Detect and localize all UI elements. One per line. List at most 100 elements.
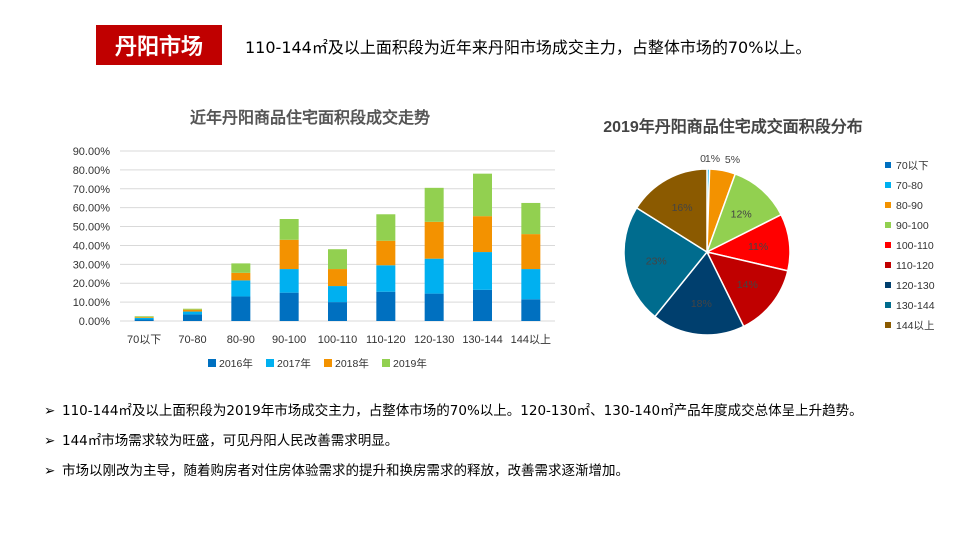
bar-segment <box>134 317 154 318</box>
bar-segment <box>521 202 541 235</box>
legend-swatch <box>382 359 390 367</box>
legend-label: 110-120 <box>896 260 934 272</box>
y-tick-label: 60.00% <box>73 203 111 215</box>
y-tick-label: 80.00% <box>73 165 111 177</box>
legend-swatch <box>266 359 274 367</box>
pie-slice <box>705 172 783 254</box>
bar-segment <box>376 214 396 241</box>
bar-segment <box>424 221 444 259</box>
y-tick-label: 70.00% <box>73 184 111 196</box>
legend-swatch <box>208 359 216 367</box>
headline: 110-144㎡及以上面积段为近年来丹阳市场成交主力，占整体市场的70%以上。 <box>245 38 812 57</box>
x-tick-label: 70以下 <box>127 334 161 346</box>
legend-label: 90-100 <box>896 220 929 232</box>
bullet-list: ➢ 110-144㎡及以上面积段为2019年市场成交主力，占整体市场的70%以上。… <box>44 400 924 490</box>
legend-swatch <box>885 222 891 228</box>
y-tick-label: 50.00% <box>73 222 111 234</box>
pie-data-label: 5% <box>725 154 740 166</box>
bar-segment <box>328 249 347 270</box>
legend-swatch <box>885 282 891 288</box>
section-badge: 丹阳市场 <box>96 25 222 65</box>
bar-segment <box>231 280 251 297</box>
legend-swatch <box>885 262 891 268</box>
bar-segment <box>328 302 347 321</box>
legend-label: 144以上 <box>896 320 935 332</box>
bar-segment <box>328 269 347 287</box>
x-tick-label: 70-80 <box>178 334 206 346</box>
y-tick-label: 20.00% <box>73 278 111 290</box>
bar-segment <box>424 187 444 222</box>
x-tick-label: 144以上 <box>511 333 551 346</box>
bar-segment <box>473 216 492 253</box>
legend-label: 2016年 <box>219 357 253 370</box>
bar-segment <box>279 239 299 270</box>
legend-label: 70-80 <box>896 180 923 192</box>
bar-segment <box>328 286 347 303</box>
legend-label: 2017年 <box>277 357 311 370</box>
bullet-item: ➢ 144㎡市场需求较为旺盛，可见丹阳人民改善需求明显。 <box>44 433 399 449</box>
bar-segment <box>231 296 251 321</box>
bar-segment <box>473 289 492 321</box>
bar-segment <box>279 219 299 240</box>
bar-segment <box>424 258 444 294</box>
chart-title: 近年丹阳商品住宅面积段成交走势 <box>190 108 430 127</box>
pie-chart: 2019年丹阳商品住宅成交面积段分布 01% 5% 12% 11% 14% 18% 23% 16… <box>603 117 935 336</box>
bar-segment <box>279 292 299 321</box>
legend-swatch <box>885 302 891 308</box>
pie-slice <box>623 206 709 318</box>
legend-swatch <box>885 162 891 168</box>
x-tick-label: 100-110 <box>318 334 358 346</box>
legend-label: 80-90 <box>896 200 923 212</box>
x-tick-label: 80-90 <box>227 334 255 346</box>
bar-segment <box>183 314 202 321</box>
bullet-item: ➢ 110-144㎡及以上面积段为2019年市场成交主力，占整体市场的70%以上。… <box>44 403 863 419</box>
pie-data-label: 1% <box>705 153 720 165</box>
legend-swatch <box>885 182 891 188</box>
bar-segment <box>231 272 251 281</box>
legend-swatch <box>885 322 891 328</box>
bar-segment <box>424 293 444 321</box>
pie-slice <box>653 250 745 336</box>
bar-segment <box>376 291 396 321</box>
pie-data-label: 11% <box>748 241 768 253</box>
y-tick-label: 90.00% <box>73 146 111 158</box>
pie-data-label: 0 <box>700 153 706 165</box>
bar-segment <box>279 269 299 293</box>
bar-segment <box>521 299 541 321</box>
bar-segment <box>521 234 541 270</box>
legend-label: 70以下 <box>896 160 929 172</box>
bar-segment <box>183 309 202 312</box>
bar-segment <box>473 252 492 290</box>
x-tick-label: 90-100 <box>272 334 306 346</box>
legend-label: 130-144 <box>896 300 935 312</box>
x-tick-label: 120-130 <box>414 334 454 346</box>
x-tick-label: 130-144 <box>462 334 502 346</box>
bullet-item: ➢ 市场以刚改为主导，随着购房者对住房体验需求的提升和换房需求的释放，改善需求逐渐… <box>44 463 629 479</box>
legend-label: 120-130 <box>896 280 935 292</box>
bar-segment <box>134 319 154 321</box>
legend-swatch <box>885 202 891 208</box>
x-tick-label: 110-120 <box>366 334 406 346</box>
bar-segment <box>521 269 541 300</box>
bar-segment <box>376 240 396 266</box>
pie-slice <box>705 250 789 328</box>
y-tick-label: 0.00% <box>79 316 110 328</box>
pie-data-label: 16% <box>672 202 693 214</box>
pie-data-label: 18% <box>691 298 712 310</box>
bar-segment <box>183 308 202 310</box>
legend-label: 2018年 <box>335 357 369 370</box>
legend-label: 2019年 <box>393 357 427 370</box>
bar-segment <box>231 263 251 273</box>
bar-segment <box>134 316 154 318</box>
chart-title: 2019年丹阳商品住宅成交面积段分布 <box>603 117 863 136</box>
bar-segment <box>134 317 154 320</box>
y-tick-label: 40.00% <box>73 240 111 252</box>
legend-swatch <box>324 359 332 367</box>
bar-segment <box>473 173 492 217</box>
y-tick-label: 30.00% <box>73 259 111 271</box>
bar-chart: 近年丹阳商品住宅面积段成交走势 0.00% 10.00% 20.00% 30.00% 40… <box>73 108 555 370</box>
legend-label: 100-110 <box>896 240 934 252</box>
y-tick-label: 10.00% <box>73 297 111 309</box>
bar-segment <box>376 265 396 292</box>
legend-swatch <box>885 242 891 248</box>
